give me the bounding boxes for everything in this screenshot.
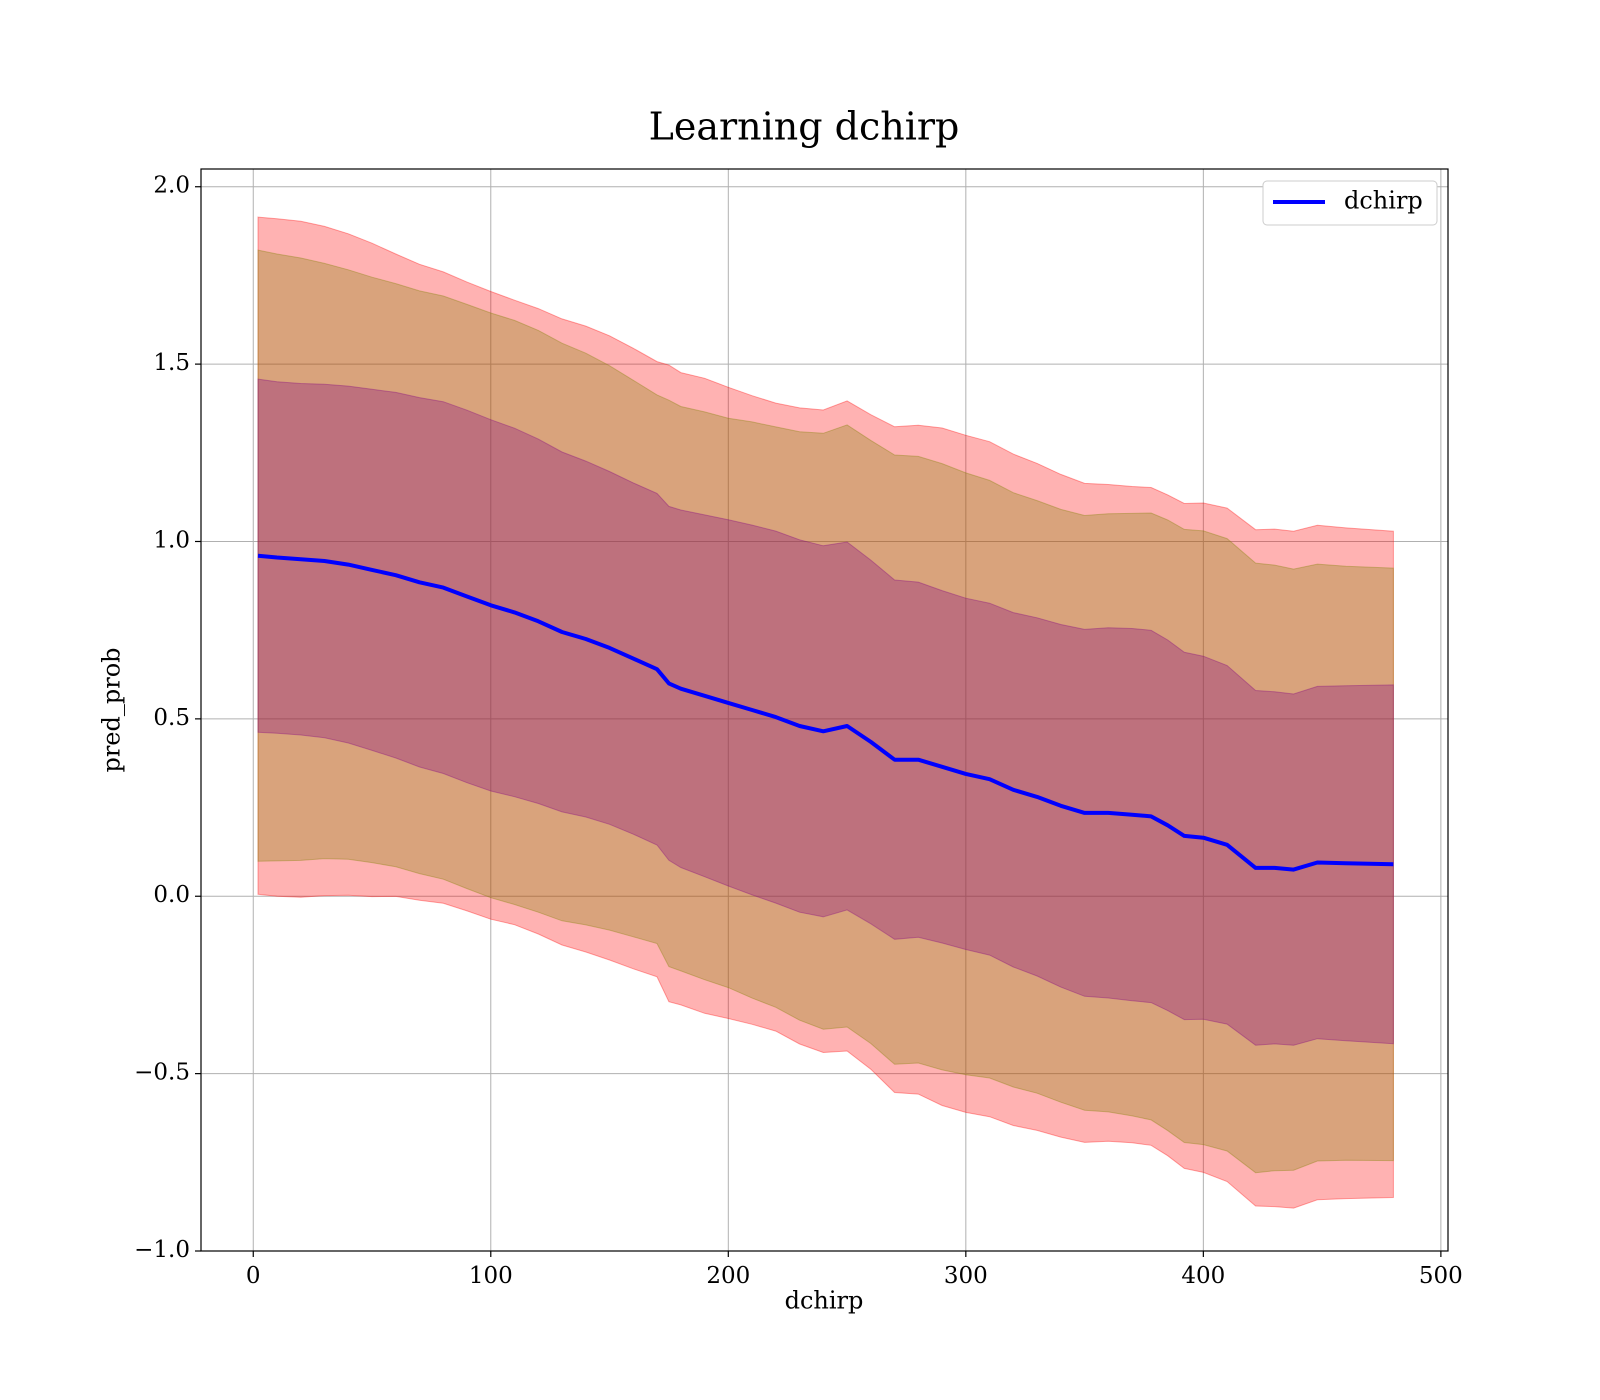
x-axis-ticks: 0 100 200 300 400 500: [246, 1251, 1463, 1289]
plot-frame: [200, 168, 1449, 1252]
legend: dchirp: [1262, 180, 1438, 226]
y-axis-ticks: −1.0 −0.5 0.0 0.5 1.0 1.5 2.0: [134, 173, 201, 1263]
x-tick-label: 300: [944, 1263, 988, 1289]
outer-band: [257, 216, 1394, 1209]
y-tick-label: 0.0: [153, 882, 190, 908]
x-axis-label: dchirp: [785, 1287, 864, 1315]
x-tick-label: 400: [1181, 1263, 1225, 1289]
x-tick-label: 200: [706, 1263, 750, 1289]
y-tick-label: 1.0: [153, 527, 190, 553]
y-tick-label: −1.0: [134, 1237, 190, 1263]
y-tick-label: 0.5: [153, 705, 190, 731]
chart-title: Learning dchirp: [649, 105, 960, 149]
x-tick-label: 100: [469, 1263, 513, 1289]
series-line-dchirp: [257, 553, 1394, 872]
y-tick-label: 2.0: [153, 173, 190, 199]
plot-area: [201, 169, 1448, 1252]
y-tick-label: −0.5: [134, 1060, 190, 1086]
inner-band: [257, 378, 1394, 1046]
x-tick-label: 0: [246, 1263, 261, 1289]
legend-label-dchirp: dchirp: [1344, 187, 1423, 215]
middle-band: [257, 249, 1394, 1174]
y-axis-label: pred_prob: [98, 647, 126, 772]
y-tick-label: 1.5: [153, 350, 190, 376]
legend-box: [1262, 180, 1438, 226]
x-tick-label: 500: [1419, 1263, 1463, 1289]
